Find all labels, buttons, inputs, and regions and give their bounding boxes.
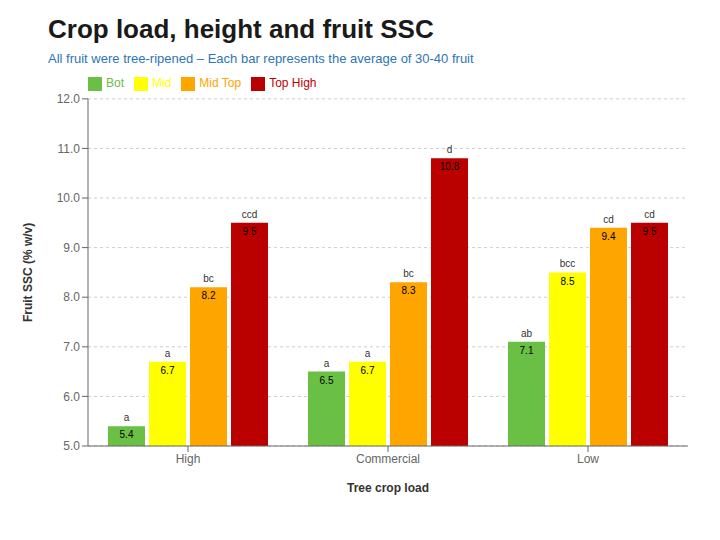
html-text:Mid Top: Mid Top: [199, 76, 242, 90]
svg-text:Low: Low: [577, 452, 599, 466]
html-text:Mid: Mid: [152, 76, 172, 90]
svg-text:9.5: 9.5: [243, 226, 257, 237]
svg-text:9.5: 9.5: [643, 226, 657, 237]
svg-text:12.0: 12.0: [57, 92, 81, 106]
svg-text:6.7: 6.7: [361, 365, 375, 376]
svg-text:6.5: 6.5: [320, 375, 334, 386]
svg-text:Commercial: Commercial: [356, 452, 420, 466]
svg-text:10.0: 10.0: [57, 191, 81, 205]
svg-text:bc: bc: [203, 273, 214, 284]
svg-text:9.4: 9.4: [602, 231, 616, 242]
svg-text:Fruit SSC (% w/v): Fruit SSC (% w/v): [21, 223, 35, 322]
svg-text:cd: cd: [603, 214, 614, 225]
html-text:Top High: Top High: [269, 76, 317, 90]
svg-text:9.0: 9.0: [63, 241, 80, 255]
svg-text:5.0: 5.0: [63, 439, 80, 453]
svg-text:7.0: 7.0: [63, 340, 80, 354]
svg-text:ccd: ccd: [242, 209, 258, 220]
svg-text:High: High: [176, 452, 201, 466]
svg-text:11.0: 11.0: [58, 142, 81, 156]
svg-text:8.2: 8.2: [202, 290, 216, 301]
svg-text:8.3: 8.3: [402, 285, 416, 296]
svg-text:d: d: [447, 144, 453, 155]
svg-text:a: a: [324, 358, 330, 369]
html-text:Crop load, height and fruit SS: Crop load, height and fruit SSC: [48, 14, 434, 44]
svg-text:a: a: [365, 348, 371, 359]
svg-text:cd: cd: [644, 209, 655, 220]
svg-text:8.5: 8.5: [561, 276, 575, 287]
svg-text:bc: bc: [403, 268, 414, 279]
svg-text:6.7: 6.7: [161, 365, 175, 376]
svg-text:10.8: 10.8: [440, 161, 460, 172]
svg-text:a: a: [165, 348, 171, 359]
svg-text:7.1: 7.1: [520, 345, 534, 356]
svg-text:ab: ab: [521, 328, 533, 339]
svg-text:Tree crop load: Tree crop load: [347, 481, 429, 495]
html-text:Bot: Bot: [106, 76, 124, 90]
svg-text:bcc: bcc: [560, 258, 576, 269]
svg-text:8.0: 8.0: [63, 290, 80, 304]
html-text:All fruit were tree-ripened –: All fruit were tree-ripened – Each bar r…: [48, 51, 474, 66]
svg-text:5.4: 5.4: [120, 429, 134, 440]
svg-text:6.0: 6.0: [63, 390, 80, 404]
svg-text:a: a: [124, 412, 130, 423]
